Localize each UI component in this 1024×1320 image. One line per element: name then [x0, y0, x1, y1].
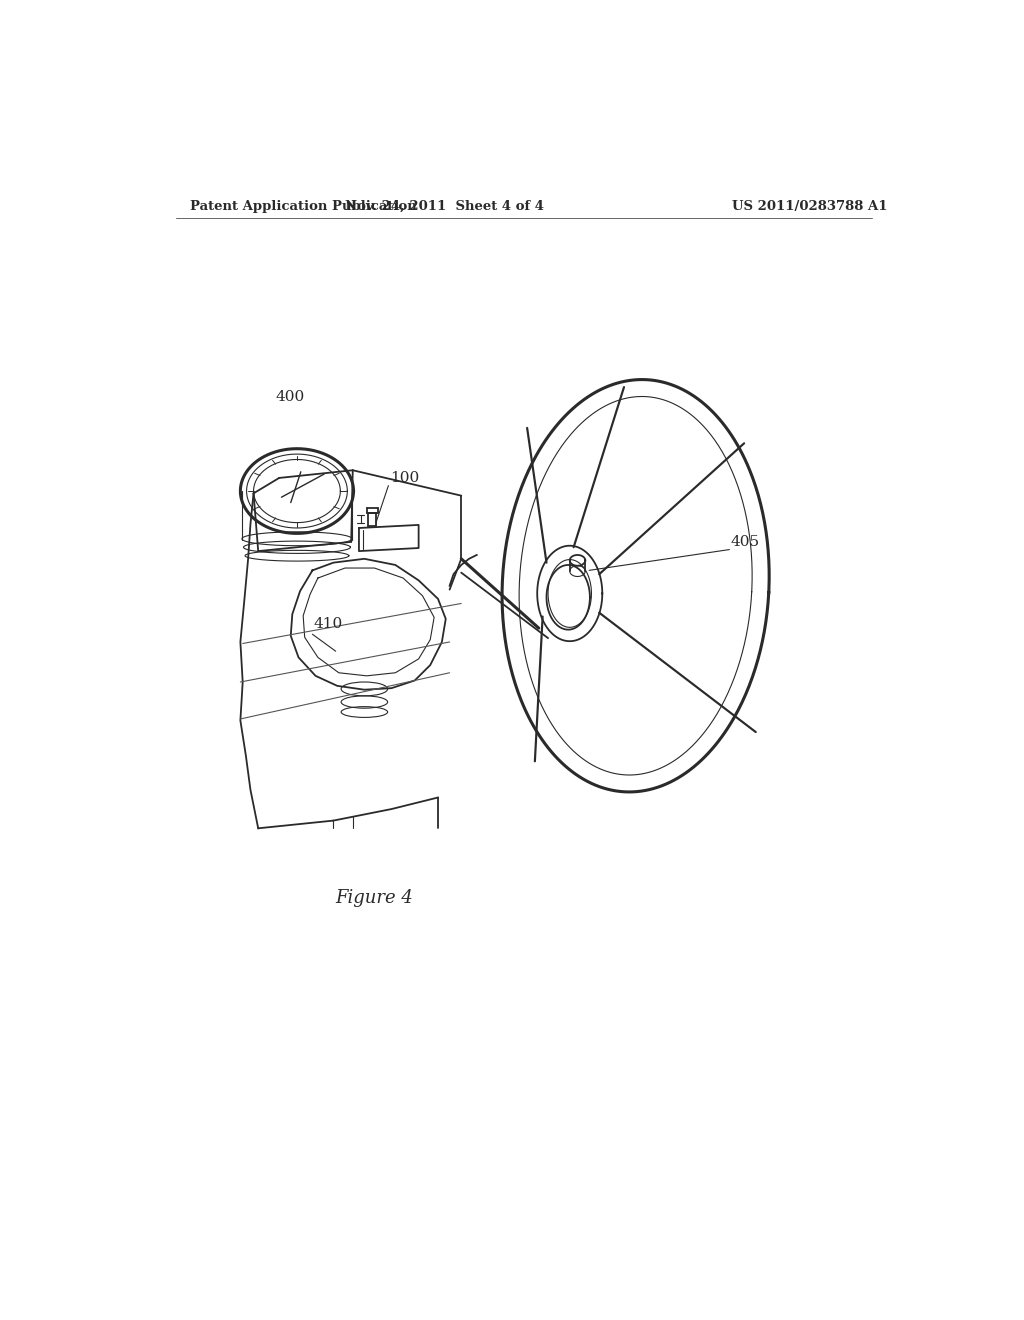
Text: US 2011/0283788 A1: US 2011/0283788 A1	[732, 199, 888, 213]
Text: Figure 4: Figure 4	[336, 888, 414, 907]
Text: Patent Application Publication: Patent Application Publication	[190, 199, 417, 213]
Text: 410: 410	[314, 618, 343, 631]
Text: 400: 400	[275, 391, 304, 404]
Text: 405: 405	[731, 535, 760, 549]
Text: Nov. 24, 2011  Sheet 4 of 4: Nov. 24, 2011 Sheet 4 of 4	[345, 199, 544, 213]
Text: 100: 100	[390, 471, 419, 484]
